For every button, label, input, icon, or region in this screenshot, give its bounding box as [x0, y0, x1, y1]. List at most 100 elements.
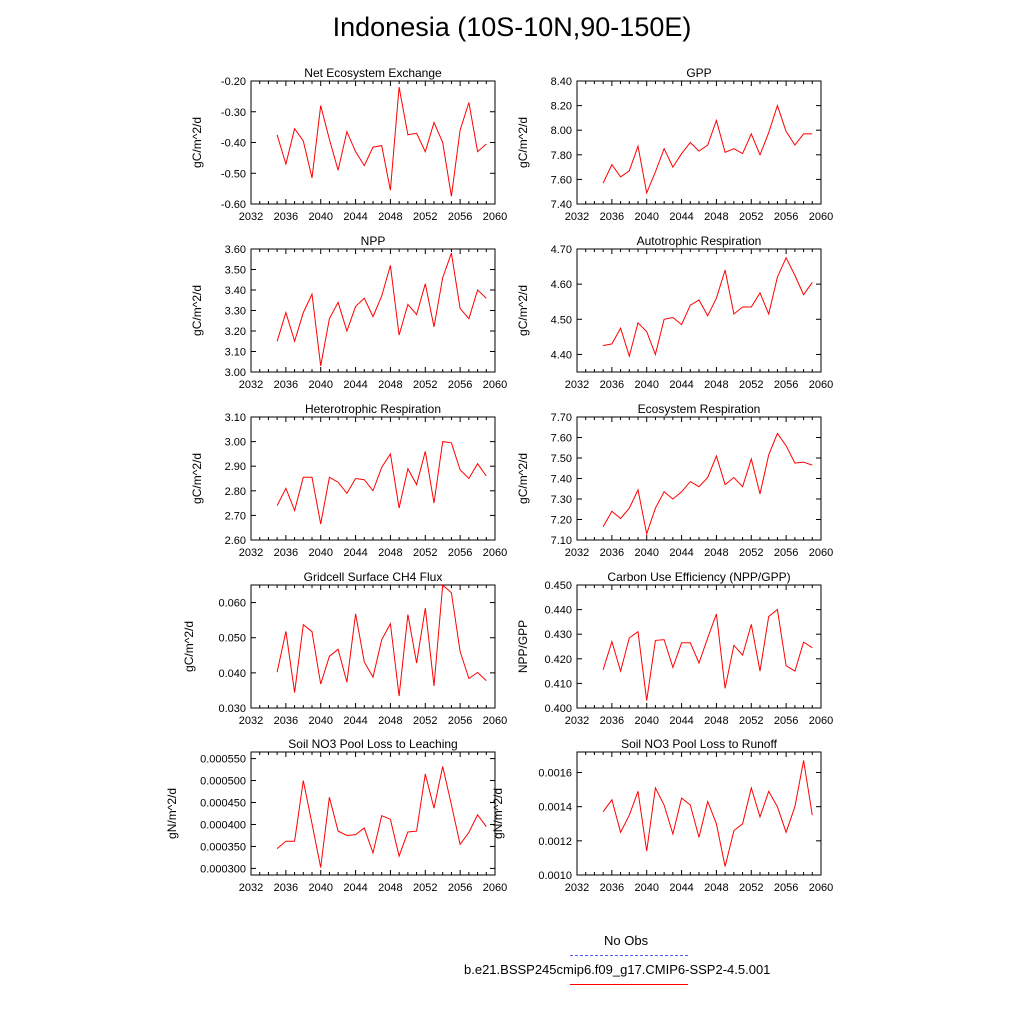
chart-title: Ecosystem Respiration	[638, 402, 761, 416]
x-tick-label: 2044	[343, 715, 367, 727]
x-tick-label: 2048	[378, 211, 402, 223]
x-tick-label: 2056	[774, 882, 798, 894]
y-tick-label: 0.000550	[200, 754, 246, 766]
page-title: Indonesia (10S-10N,90-150E)	[332, 12, 692, 42]
chart-panel: Ecosystem Respiration gC/m^2/d 2032 2036 204…	[516, 402, 833, 559]
chart-title: Gridcell Surface CH4 Flux	[304, 570, 443, 584]
y-tick-label: 2.60	[225, 535, 246, 547]
x-tick-label: 2056	[448, 211, 472, 223]
y-tick-label: 7.40	[551, 474, 572, 486]
x-tick-label: 2036	[274, 211, 298, 223]
x-tick-label: 2056	[448, 547, 472, 559]
x-tick-label: 2060	[483, 379, 507, 391]
series-line	[602, 760, 813, 867]
x-tick-label: 2052	[413, 715, 437, 727]
x-tick-label: 2036	[274, 379, 298, 391]
y-tick-label: 2.70	[225, 510, 246, 522]
x-tick-label: 2036	[274, 882, 298, 894]
x-tick-label: 2060	[483, 547, 507, 559]
x-tick-label: 2044	[343, 211, 367, 223]
x-tick-label: 2056	[774, 547, 798, 559]
y-tick-label: 3.50	[225, 265, 246, 277]
series-line	[602, 432, 813, 536]
x-tick-label: 2048	[378, 882, 402, 894]
y-axis-label: gN/m^2/d	[491, 788, 505, 839]
chart-title: Carbon Use Efficiency (NPP/GPP)	[607, 570, 790, 584]
y-tick-label: 3.20	[225, 326, 246, 338]
y-tick-label: 4.70	[551, 244, 572, 256]
x-tick-label: 2032	[565, 379, 589, 391]
x-tick-label: 2044	[343, 547, 367, 559]
x-tick-label: 2052	[739, 882, 763, 894]
plot-frame	[576, 416, 822, 541]
y-tick-label: 3.60	[225, 244, 246, 256]
y-tick-label: 7.70	[551, 412, 572, 424]
y-tick-label: 0.0016	[538, 768, 572, 780]
y-axis-label: gC/m^2/d	[190, 285, 204, 336]
x-tick-label: 2040	[634, 547, 658, 559]
y-tick-label: 8.20	[551, 101, 572, 113]
y-tick-label: 7.50	[551, 453, 572, 465]
x-tick-label: 2048	[704, 882, 728, 894]
x-tick-label: 2060	[809, 882, 833, 894]
y-tick-label: 3.10	[225, 347, 246, 359]
y-tick-label: 8.00	[551, 125, 572, 137]
chart-panel: Heterotrophic Respiration gC/m^2/d 2032 203…	[190, 402, 507, 559]
y-axis-label: gC/m^2/d	[182, 621, 196, 672]
y-tick-label: 0.400	[544, 703, 572, 715]
x-tick-label: 2060	[483, 211, 507, 223]
chart-panel: Soil NO3 Pool Loss to Runoff gN/m^2/d 2032…	[491, 737, 833, 894]
x-tick-label: 2048	[704, 715, 728, 727]
chart-panel: Autotrophic Respiration gC/m^2/d 2032 2036 2…	[516, 234, 833, 391]
plot-frame	[576, 248, 822, 373]
y-tick-label: -0.60	[221, 199, 246, 211]
x-tick-label: 2036	[274, 547, 298, 559]
x-tick-label: 2040	[634, 715, 658, 727]
x-tick-label: 2032	[239, 379, 263, 391]
x-tick-label: 2060	[483, 882, 507, 894]
y-tick-label: 0.0012	[538, 836, 572, 848]
x-tick-label: 2032	[239, 211, 263, 223]
series-line	[276, 252, 487, 366]
x-tick-label: 2036	[600, 715, 624, 727]
x-tick-label: 2032	[565, 882, 589, 894]
y-tick-label: 0.040	[218, 668, 246, 680]
x-tick-label: 2048	[704, 211, 728, 223]
x-tick-label: 2044	[343, 379, 367, 391]
chart-panel: Gridcell Surface CH4 Flux gC/m^2/d 2032 203…	[182, 570, 507, 727]
y-tick-label: 3.00	[225, 437, 246, 449]
x-tick-label: 2040	[308, 211, 332, 223]
chart-title: Autotrophic Respiration	[637, 234, 762, 248]
x-tick-label: 2048	[704, 379, 728, 391]
y-tick-label: 7.60	[551, 174, 572, 186]
x-tick-label: 2052	[739, 547, 763, 559]
y-axis-label: NPP/GPP	[516, 620, 530, 673]
y-tick-label: 3.10	[225, 412, 246, 424]
y-tick-label: -0.30	[221, 107, 246, 119]
x-tick-label: 2048	[378, 379, 402, 391]
x-tick-label: 2032	[239, 547, 263, 559]
y-tick-label: -0.50	[221, 168, 246, 180]
plot-frame	[576, 751, 822, 876]
x-tick-label: 2052	[739, 211, 763, 223]
plot-frame	[250, 416, 496, 541]
y-tick-label: -0.40	[221, 138, 246, 150]
x-tick-label: 2048	[378, 547, 402, 559]
y-tick-label: 7.40	[551, 199, 572, 211]
x-tick-label: 2040	[308, 715, 332, 727]
x-tick-label: 2052	[413, 379, 437, 391]
y-tick-label: 4.40	[551, 349, 572, 361]
x-tick-label: 2060	[809, 547, 833, 559]
y-tick-label: 0.000450	[200, 798, 246, 810]
x-tick-label: 2044	[669, 715, 693, 727]
x-tick-label: 2032	[565, 211, 589, 223]
x-tick-label: 2044	[669, 882, 693, 894]
x-tick-label: 2044	[343, 882, 367, 894]
y-tick-label: 0.000500	[200, 776, 246, 788]
y-tick-label: 0.000350	[200, 841, 246, 853]
y-tick-label: 3.40	[225, 285, 246, 297]
y-tick-label: 7.20	[551, 515, 572, 527]
x-tick-label: 2032	[239, 882, 263, 894]
x-tick-label: 2032	[565, 547, 589, 559]
